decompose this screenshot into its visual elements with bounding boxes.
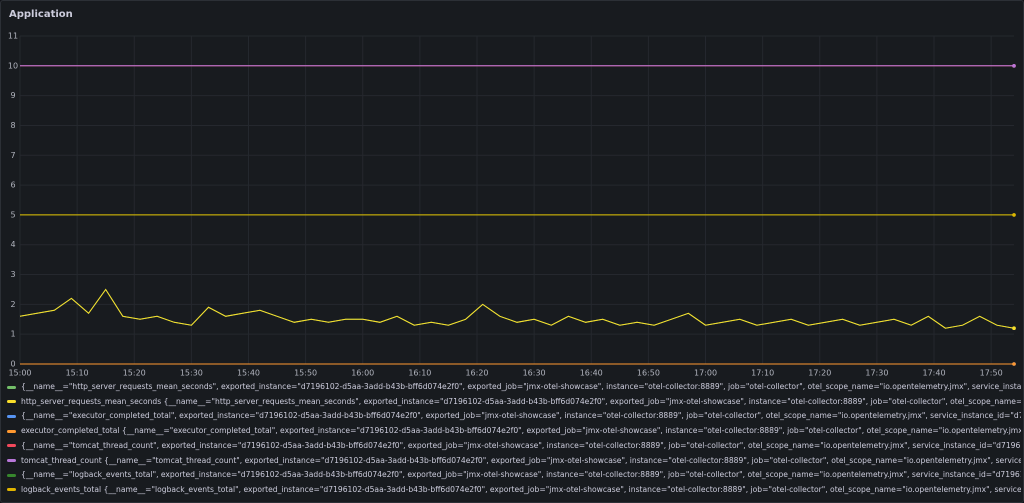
legend-label: tomcat_thread_count {__name__="tomcat_th…	[21, 455, 1021, 465]
x-tick-label: 15:50	[294, 369, 317, 378]
y-tick-label: 9	[10, 91, 15, 100]
end-point	[1012, 326, 1016, 331]
legend-item[interactable]: {__name__="tomcat_thread_count", exporte…	[7, 439, 1021, 453]
y-tick-label: 7	[10, 151, 15, 160]
end-point	[1012, 213, 1016, 217]
y-tick-label: 6	[10, 181, 15, 190]
legend-swatch	[7, 444, 16, 448]
y-tick-label: 5	[10, 210, 15, 219]
series-line	[19, 288, 1015, 329]
legend-item[interactable]: {__name__="executor_completed_total", ex…	[7, 409, 1021, 423]
x-tick-label: 16:40	[580, 369, 603, 378]
legend-label: {__name__="logback_events_total", export…	[21, 470, 1021, 480]
legend-item[interactable]: {__name__="http_server_requests_mean_sec…	[7, 380, 1021, 394]
legend-swatch	[7, 459, 16, 462]
x-tick-label: 16:10	[408, 369, 431, 378]
legend-swatch	[7, 429, 16, 433]
end-point	[1012, 64, 1016, 68]
end-point	[1012, 362, 1016, 366]
legend-item[interactable]: {__name__="logback_events_total", export…	[7, 468, 1021, 482]
x-tick-label: 17:50	[980, 369, 1003, 378]
panel-title: Application	[9, 9, 73, 20]
y-tick-label: 2	[10, 300, 15, 309]
x-tick-label: 15:20	[123, 369, 146, 378]
x-tick-label: 15:10	[66, 369, 89, 378]
legend-swatch	[7, 414, 16, 418]
legend-item[interactable]: http_server_requests_mean_seconds {__nam…	[7, 395, 1021, 409]
x-tick-label: 17:10	[751, 369, 774, 378]
legend-swatch	[7, 473, 16, 477]
x-tick-label: 17:20	[808, 369, 831, 378]
x-tick-label: 17:40	[922, 369, 945, 378]
y-tick-label: 10	[8, 61, 18, 70]
y-tick-label: 8	[10, 121, 15, 130]
y-tick-label: 0	[10, 360, 15, 369]
legend-swatch	[7, 400, 16, 404]
x-tick-label: 16:30	[523, 369, 546, 378]
legend-item[interactable]: executor_completed_total {__name__="exec…	[7, 424, 1021, 438]
legend-label: executor_completed_total {__name__="exec…	[21, 426, 1021, 436]
legend-label: logback_events_total {__name__="logback_…	[21, 484, 1021, 494]
legend-label: {__name__="http_server_requests_mean_sec…	[21, 382, 1021, 391]
x-tick-label: 16:00	[351, 369, 374, 378]
chart: 0 1 2 3 4 5 6 7 8 9 10 11 15:00 15:10 15:20 15:30 15:40 1…	[8, 32, 1016, 378]
legend-item[interactable]: logback_events_total {__name__="logback_…	[7, 483, 1021, 497]
legend-label: http_server_requests_mean_seconds {__nam…	[21, 396, 1021, 406]
legend-label: {__name__="executor_completed_total", ex…	[21, 411, 1021, 421]
legend-swatch	[7, 488, 16, 492]
x-tick-label: 17:00	[694, 369, 717, 378]
y-tick-label: 4	[10, 240, 15, 249]
y-tick-label: 11	[8, 32, 18, 41]
legend-item[interactable]: tomcat_thread_count {__name__="tomcat_th…	[7, 454, 1021, 468]
x-tick-label: 16:50	[637, 369, 660, 378]
x-tick-label: 15:30	[180, 369, 203, 378]
legend-label: {__name__="tomcat_thread_count", exporte…	[21, 440, 1021, 450]
x-tick-label: 15:00	[8, 369, 31, 378]
x-tick-label: 16:20	[465, 369, 488, 378]
legend-swatch	[7, 385, 16, 389]
x-tick-label: 15:40	[237, 369, 260, 378]
x-tick-label: 17:30	[865, 369, 888, 378]
y-tick-label: 1	[10, 330, 15, 339]
y-tick-label: 3	[10, 270, 15, 279]
